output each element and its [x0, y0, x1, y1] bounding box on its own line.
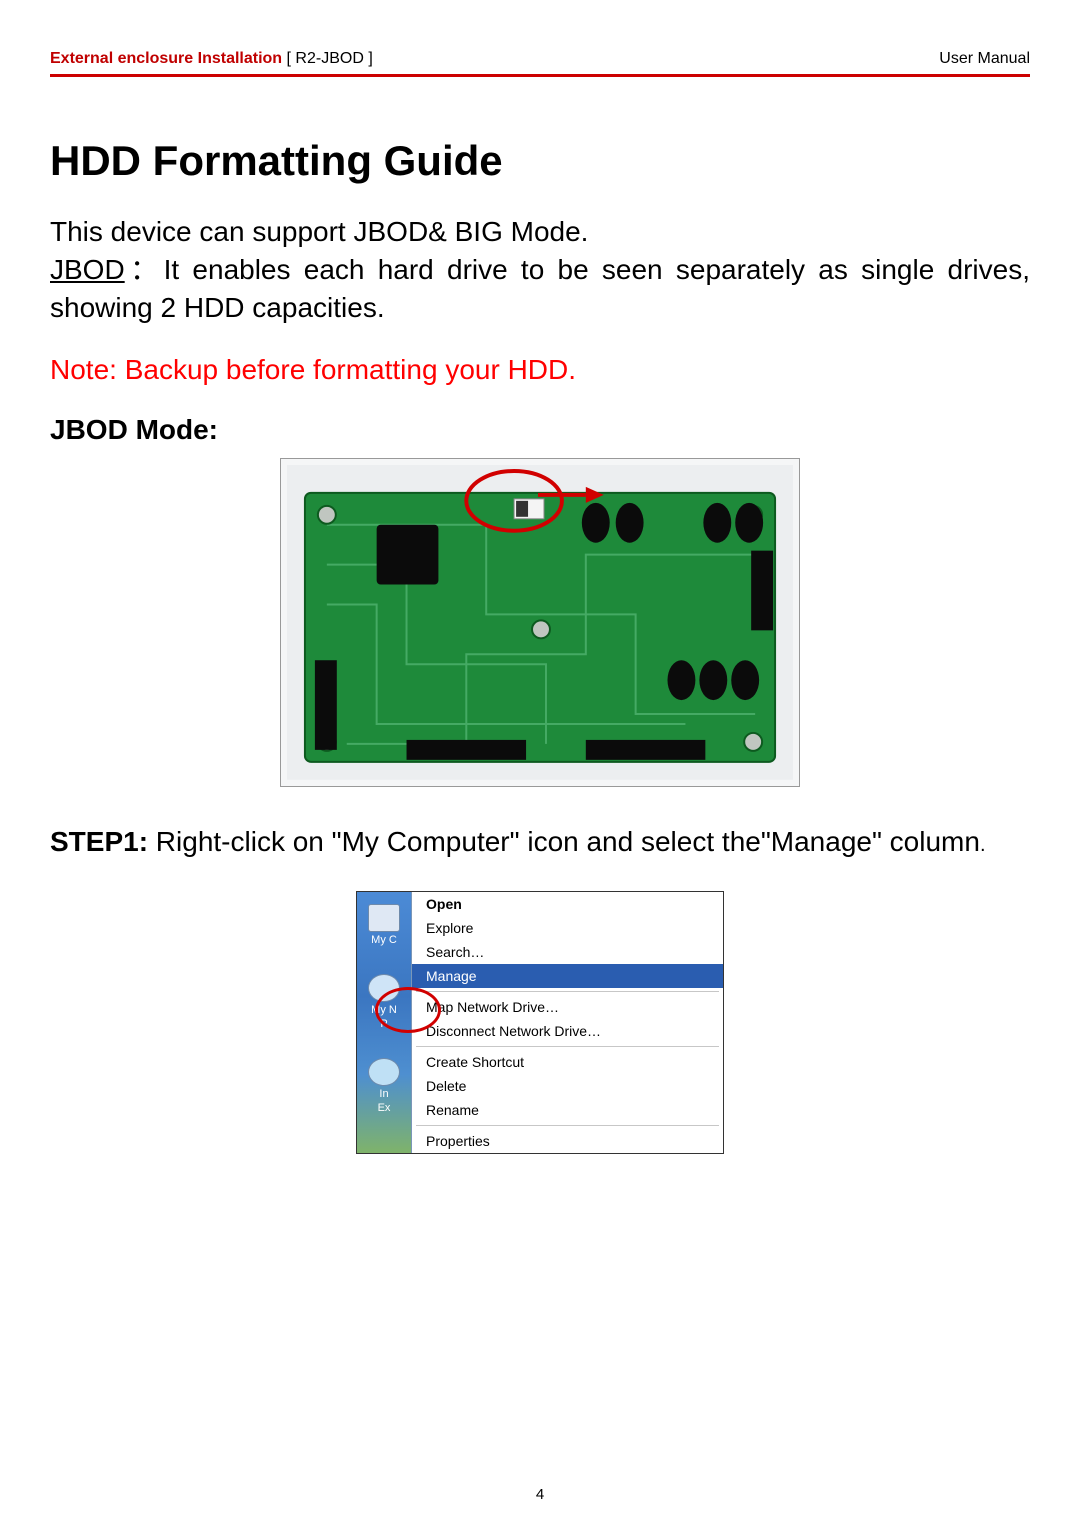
- page-number: 4: [0, 1486, 1080, 1503]
- step1-period: .: [980, 834, 986, 856]
- step1: STEP1: Right-click on "My Computer" icon…: [50, 823, 1030, 861]
- computer-icon: [368, 904, 400, 932]
- menu-manage[interactable]: Manage: [412, 964, 723, 988]
- header-left-black: [ R2-JBOD ]: [282, 50, 373, 67]
- intro-paragraph: This device can support JBOD& BIG Mode. …: [50, 213, 1030, 326]
- menu-properties[interactable]: Properties: [412, 1129, 723, 1153]
- ie-label2: Ex: [378, 1102, 391, 1114]
- screenshot-context-menu: My C My N P In Ex Open Explore Search… M…: [356, 891, 724, 1154]
- pcb-svg: [287, 465, 793, 780]
- ie-glyph-icon: [368, 1058, 400, 1086]
- my-computer-icon[interactable]: My C: [368, 904, 400, 946]
- header-right: User Manual: [939, 50, 1030, 68]
- menu-divider-1: [416, 991, 719, 992]
- intro-line1: This device can support JBOD& BIG Mode.: [50, 216, 588, 247]
- my-network-label2: P: [380, 1018, 387, 1030]
- page-header: External enclosure Installation [ R2-JBO…: [50, 50, 1030, 77]
- header-left-red: External enclosure Installation: [50, 50, 282, 67]
- menu-disconnect-drive[interactable]: Disconnect Network Drive…: [412, 1019, 723, 1043]
- context-menu: Open Explore Search… Manage Map Network …: [411, 892, 723, 1153]
- menu-map-drive[interactable]: Map Network Drive…: [412, 995, 723, 1019]
- my-network-label: My N: [371, 1004, 397, 1016]
- my-computer-label: My C: [371, 934, 397, 946]
- pcb-photo: [280, 458, 800, 787]
- menu-delete[interactable]: Delete: [412, 1074, 723, 1098]
- step1-label: STEP1:: [50, 826, 148, 857]
- step1-text: Right-click on "My Computer" icon and se…: [148, 826, 980, 857]
- menu-explore[interactable]: Explore: [412, 916, 723, 940]
- ie-icon[interactable]: In Ex: [368, 1058, 400, 1114]
- ie-label1: In: [379, 1088, 388, 1100]
- menu-create-shortcut[interactable]: Create Shortcut: [412, 1050, 723, 1074]
- jbod-text: ：It enables each hard drive to be seen s…: [50, 254, 1030, 323]
- menu-rename[interactable]: Rename: [412, 1098, 723, 1122]
- section-title: JBOD Mode:: [50, 414, 1030, 446]
- header-left: External enclosure Installation [ R2-JBO…: [50, 50, 373, 68]
- page-title: HDD Formatting Guide: [50, 137, 1030, 185]
- menu-search[interactable]: Search…: [412, 940, 723, 964]
- menu-divider-2: [416, 1046, 719, 1047]
- my-network-icon[interactable]: My N P: [368, 974, 400, 1030]
- desktop-strip: My C My N P In Ex: [357, 892, 411, 1153]
- warning-note: Note: Backup before formatting your HDD.: [50, 354, 1030, 386]
- network-icon: [368, 974, 400, 1002]
- menu-divider-3: [416, 1125, 719, 1126]
- jbod-label: JBOD: [50, 254, 125, 285]
- menu-open[interactable]: Open: [412, 892, 723, 916]
